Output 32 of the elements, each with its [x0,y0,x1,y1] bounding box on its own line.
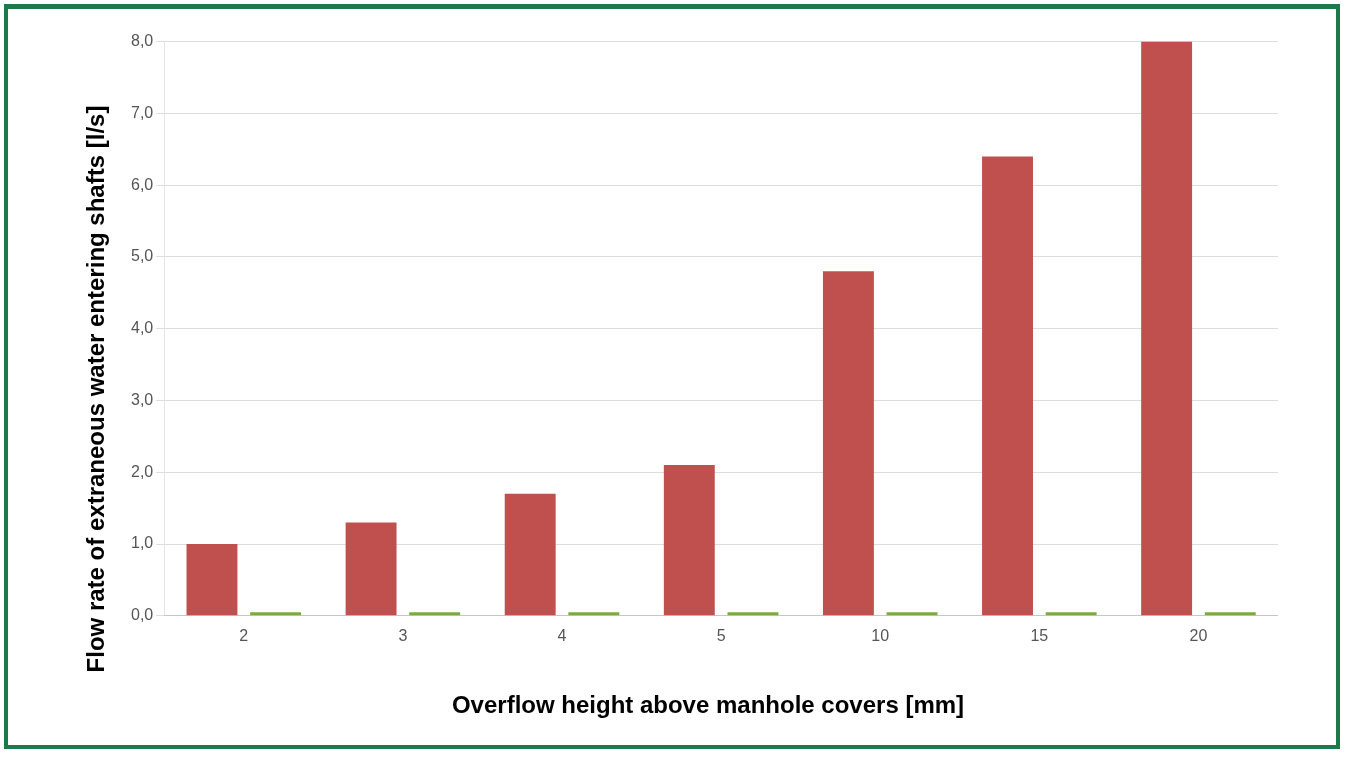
y-tick-label: 1,0 [130,534,154,552]
bar [250,612,302,616]
bar [822,271,874,616]
bar [186,544,238,616]
y-tick-label: 3,0 [130,390,154,408]
x-tick-label: 5 [716,626,726,644]
bar [504,493,556,616]
y-tick-label: 2,0 [130,462,154,480]
bar [568,612,620,616]
bar [982,156,1033,616]
y-tick-label: 8,0 [130,32,154,50]
x-tick-label: 20 [1189,626,1208,644]
bar [345,522,397,616]
x-tick-label: 10 [871,626,890,644]
bar [886,612,938,616]
y-axis-title: Flow rate of extraneous water entering shafts [l/s] [82,105,110,673]
bar [1045,612,1097,616]
bar [1204,612,1256,616]
y-tick-label: 0,0 [130,606,154,624]
x-tick-label: 15 [1030,626,1049,644]
y-tick-label: 5,0 [130,247,154,265]
x-tick-label: 4 [557,626,567,644]
x-axis-title: Overflow height above manhole covers [mm] [450,691,966,719]
bar [409,612,461,616]
x-tick-label: 3 [398,626,408,644]
bar [663,465,715,616]
bar [1141,41,1193,616]
y-tick-label: 4,0 [130,319,154,337]
y-tick-label: 7,0 [130,103,154,121]
x-tick-label: 2 [239,626,249,644]
bar [727,612,779,616]
y-tick-label: 6,0 [130,175,154,193]
